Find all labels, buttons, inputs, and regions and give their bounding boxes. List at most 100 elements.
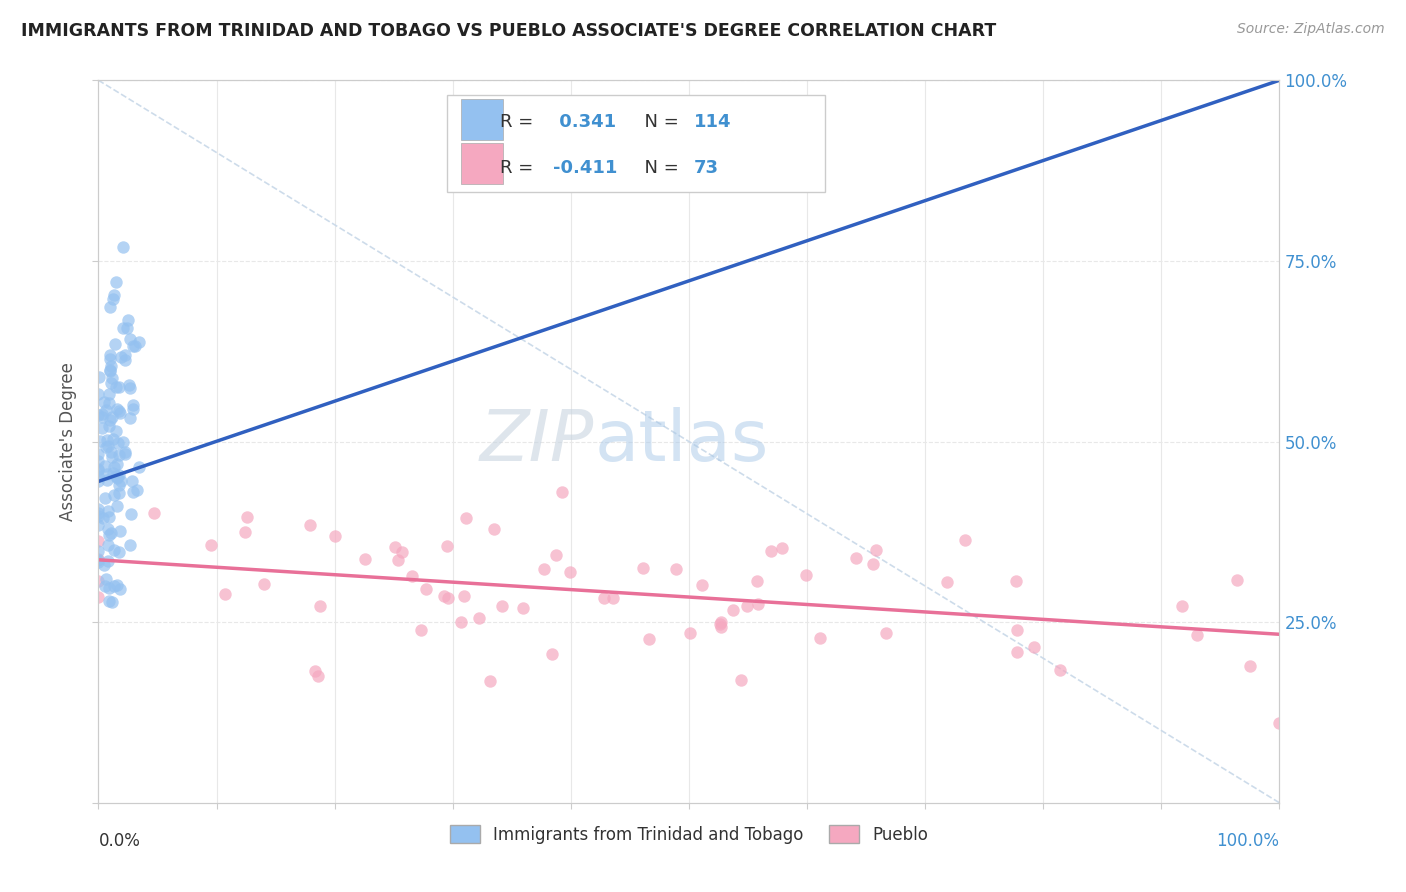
Point: [1049, 663, 1071, 677]
Point: [98, 364, 121, 378]
Point: [87, 518, 110, 533]
Point: [108, 468, 131, 483]
Point: [103, 288, 125, 302]
Point: [108, 478, 131, 492]
Point: [1007, 623, 1029, 637]
Point: [482, 522, 505, 536]
Text: 0.341: 0.341: [553, 113, 616, 131]
Point: [124, 339, 146, 353]
Point: [479, 674, 502, 689]
Point: [558, 565, 581, 579]
Point: [96, 473, 118, 487]
Point: [1171, 599, 1194, 613]
Point: [87, 508, 110, 523]
Point: [87, 590, 110, 604]
Point: [401, 568, 423, 582]
Point: [115, 321, 138, 335]
Point: [453, 589, 475, 603]
Point: [298, 518, 321, 533]
Point: [110, 351, 132, 365]
Point: [936, 574, 959, 589]
Point: [101, 432, 124, 446]
Point: [875, 625, 897, 640]
Point: [540, 647, 562, 661]
Text: IMMIGRANTS FROM TRINIDAD AND TOBAGO VS PUEBLO ASSOCIATE'S DEGREE CORRELATION CHA: IMMIGRANTS FROM TRINIDAD AND TOBAGO VS P…: [21, 22, 997, 40]
Point: [98, 528, 121, 542]
Text: R =: R =: [499, 113, 538, 131]
Point: [415, 582, 437, 596]
Point: [118, 377, 141, 392]
Point: [114, 447, 136, 461]
Point: [87, 447, 110, 461]
Point: [108, 544, 131, 558]
Point: [454, 511, 477, 525]
Text: 73: 73: [693, 159, 718, 177]
Point: [128, 460, 150, 475]
Point: [235, 509, 257, 524]
Point: [772, 541, 794, 555]
Point: [104, 336, 127, 351]
Y-axis label: Associate's Degree: Associate's Degree: [59, 362, 77, 521]
Point: [107, 458, 129, 472]
Point: [593, 591, 616, 605]
Point: [101, 450, 124, 465]
Point: [794, 567, 817, 582]
Legend: Immigrants from Trinidad and Tobago, Pueblo: Immigrants from Trinidad and Tobago, Pue…: [441, 817, 936, 852]
Point: [1022, 640, 1045, 654]
Point: [96, 467, 118, 481]
Point: [87, 408, 110, 422]
Point: [491, 599, 513, 613]
Point: [107, 404, 129, 418]
Point: [114, 348, 136, 362]
Point: [235, 525, 257, 540]
Point: [103, 460, 125, 475]
Point: [103, 543, 125, 558]
Point: [98, 418, 121, 433]
Point: [433, 589, 456, 603]
Text: ZIP: ZIP: [479, 407, 595, 476]
Text: 0.0%: 0.0%: [98, 831, 141, 850]
Point: [745, 574, 768, 588]
Point: [214, 586, 236, 600]
Point: [104, 275, 127, 289]
Point: [97, 509, 120, 524]
Point: [110, 524, 132, 539]
Point: [122, 401, 145, 416]
Text: atlas: atlas: [595, 407, 769, 476]
Point: [120, 411, 142, 425]
Point: [87, 552, 110, 566]
Point: [87, 370, 110, 384]
Point: [108, 406, 131, 420]
Point: [87, 543, 110, 558]
Point: [97, 396, 120, 410]
Point: [90, 409, 112, 424]
Point: [309, 599, 332, 613]
Point: [142, 506, 165, 520]
Point: [690, 578, 713, 592]
Point: [98, 581, 121, 595]
Point: [808, 631, 831, 645]
Point: [709, 617, 731, 632]
Point: [450, 615, 472, 629]
Point: [100, 359, 122, 373]
Point: [94, 403, 117, 417]
Point: [121, 474, 143, 488]
Point: [98, 413, 121, 427]
Point: [122, 398, 145, 412]
Point: [107, 436, 129, 450]
Point: [602, 591, 624, 606]
Point: [710, 615, 733, 629]
Point: [121, 485, 143, 500]
Point: [91, 421, 114, 435]
Point: [125, 483, 148, 498]
Point: [87, 555, 110, 569]
Text: Source: ZipAtlas.com: Source: ZipAtlas.com: [1237, 22, 1385, 37]
Point: [94, 440, 117, 454]
Point: [100, 300, 122, 314]
Point: [105, 470, 128, 484]
Point: [1004, 574, 1026, 588]
Point: [679, 626, 702, 640]
Point: [114, 445, 136, 459]
Point: [101, 595, 124, 609]
Point: [121, 338, 143, 352]
